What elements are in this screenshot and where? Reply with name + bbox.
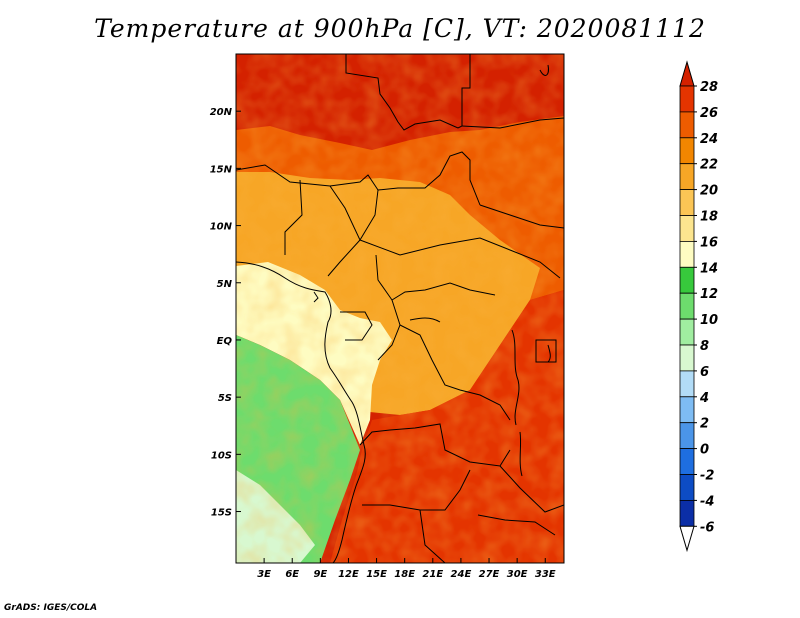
x-tick-label: 12E	[338, 569, 359, 580]
colorbar-swatch	[679, 396, 695, 424]
colorbar-level-label: 16	[700, 235, 718, 250]
colorbar-swatch	[679, 474, 695, 501]
x-tick-label: 30E	[507, 569, 528, 580]
colorbar-level-label: 18	[700, 210, 718, 225]
x-tick-label: 24E	[451, 569, 472, 580]
colorbar-swatch	[679, 215, 695, 242]
colorbar-level-label: -2	[700, 469, 714, 484]
x-tick-label: 6E	[285, 569, 299, 580]
colorbar-swatch	[679, 189, 695, 216]
colorbar-bottom-arrow	[679, 525, 695, 553]
y-tick-label: 10N	[210, 222, 233, 233]
colorbar-swatch	[679, 240, 695, 268]
colorbar-level-label: 4	[699, 391, 709, 406]
x-tick-label: 15E	[366, 569, 387, 580]
x-tick-label: 21E	[422, 569, 443, 580]
colorbar-level-label: 28	[700, 80, 718, 95]
colorbar-swatch	[679, 422, 695, 450]
colorbar-level-label: 26	[700, 106, 718, 121]
texture-overlay	[236, 54, 564, 563]
colorbar-swatch	[679, 163, 695, 190]
x-tick-label: 27E	[479, 569, 500, 580]
y-tick-label: 10S	[211, 450, 232, 461]
political-boundaries	[236, 54, 564, 563]
x-tick-label: 3E	[257, 569, 271, 580]
colorbar-level-label: -4	[700, 494, 714, 509]
x-axis: 3E 6E 9E 12E 15E 18E 21E 24E 27E 30E 33E	[257, 558, 556, 580]
colorbar-swatch	[679, 137, 695, 165]
colorbar-top-arrow	[679, 60, 695, 87]
y-tick-label: EQ	[217, 336, 233, 347]
colorbar-level-label: 20	[700, 184, 718, 199]
colorbar-level-label: 0	[700, 443, 709, 458]
colorbar-level-label: 10	[700, 313, 718, 328]
y-tick-label: 20N	[210, 107, 233, 118]
colorbar-level-label: 12	[700, 287, 718, 302]
colorbar-level-label: -6	[700, 520, 714, 535]
credit-label: GrADS: IGES/COLA	[4, 603, 98, 613]
chart-title: Temperature at 900hPa [C], VT: 202008111…	[94, 14, 706, 43]
y-tick-label: 15S	[211, 508, 232, 519]
colorbar-swatch	[679, 344, 695, 372]
colorbar-level-label: 2	[700, 417, 709, 432]
x-tick-label: 18E	[394, 569, 415, 580]
colorbar-swatch	[679, 292, 695, 320]
y-tick-label: 5N	[217, 279, 233, 290]
colorbar-swatch	[679, 85, 695, 113]
colorbar-level-label: 8	[700, 339, 709, 354]
colorbar-swatch	[679, 499, 695, 527]
colorbar-swatch	[679, 318, 695, 346]
colorbar-level-label: 14	[700, 261, 718, 276]
x-tick-label: 9E	[313, 569, 327, 580]
colorbar-level-label: 6	[700, 365, 709, 380]
colorbar-swatch	[679, 370, 695, 398]
x-tick-label: 33E	[535, 569, 556, 580]
y-tick-label: 15N	[210, 164, 233, 175]
colorbar-level-label: 24	[700, 132, 718, 147]
colorbar-level-label: 22	[700, 158, 718, 173]
y-axis: 20N 15N 10N 5N EQ 5S 10S 15S	[210, 107, 241, 519]
colorbar-swatch	[679, 448, 695, 475]
colorbar-swatch	[679, 111, 695, 139]
map-frame	[235, 53, 565, 564]
colorbar-swatch	[679, 266, 695, 294]
y-tick-label: 5S	[218, 393, 232, 404]
